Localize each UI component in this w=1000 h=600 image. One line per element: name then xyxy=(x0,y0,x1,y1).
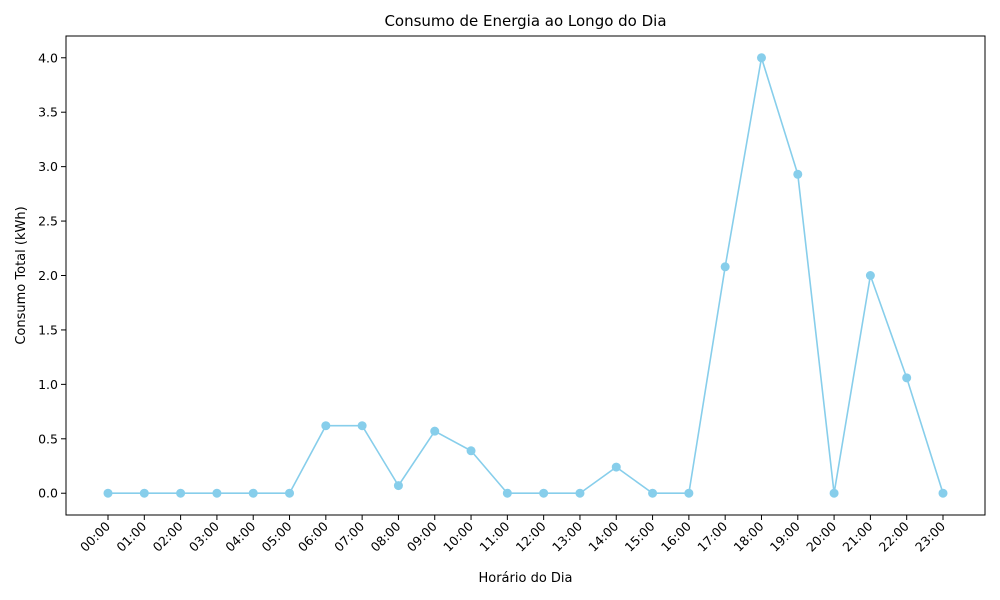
data-point xyxy=(539,488,549,498)
x-tick-label: 19:00 xyxy=(767,518,803,554)
y-tick-label: 3.5 xyxy=(38,105,58,120)
data-point xyxy=(357,421,367,431)
x-tick-label: 14:00 xyxy=(585,518,621,554)
data-point xyxy=(720,262,730,272)
data-point xyxy=(393,481,403,491)
chart-title: Consumo de Energia ao Longo do Dia xyxy=(384,12,666,30)
x-tick-label: 06:00 xyxy=(295,518,331,554)
x-tick-label: 04:00 xyxy=(222,518,258,554)
data-point xyxy=(938,488,948,498)
data-point xyxy=(212,488,222,498)
x-tick-label: 10:00 xyxy=(440,518,476,554)
x-tick-label: 12:00 xyxy=(513,518,549,554)
y-axis: 0.0 0.5 1.0 1.5 2.0 2.5 3.0 3.5 4.0 xyxy=(38,50,66,501)
x-tick-label: 17:00 xyxy=(694,518,730,554)
x-tick-label: 09:00 xyxy=(404,518,440,554)
x-tick-label: 01:00 xyxy=(113,518,149,554)
y-tick-label: 4.0 xyxy=(38,50,58,65)
series-line xyxy=(108,57,944,495)
y-tick-label: 3.0 xyxy=(38,159,58,174)
data-point xyxy=(648,488,658,498)
y-tick-label: 0.5 xyxy=(38,431,58,446)
data-point xyxy=(611,462,621,472)
data-point xyxy=(248,488,258,498)
x-tick-label: 16:00 xyxy=(658,518,694,554)
plot-area xyxy=(65,35,986,516)
data-point xyxy=(575,488,585,498)
x-tick-label: 13:00 xyxy=(549,518,585,554)
x-tick-label: 11:00 xyxy=(476,518,512,554)
y-tick-label: 0.0 xyxy=(38,486,58,501)
y-tick-label: 1.0 xyxy=(38,377,58,392)
x-axis: 00:00 01:00 02:00 03:00 04:00 05:00 06:00 07:00… xyxy=(77,515,948,555)
data-point xyxy=(829,488,839,498)
x-axis-label: Horário do Dia xyxy=(478,571,572,586)
y-axis-label: Consumo Total (kWh) xyxy=(14,206,29,344)
data-point xyxy=(865,271,875,280)
data-point xyxy=(793,169,803,179)
y-tick-label: 1.5 xyxy=(38,322,58,337)
data-point xyxy=(176,488,186,498)
data-point xyxy=(466,446,476,456)
y-tick-label: 2.0 xyxy=(38,268,58,283)
data-point xyxy=(103,488,113,498)
x-tick-label: 02:00 xyxy=(150,518,186,554)
x-tick-label: 08:00 xyxy=(367,518,403,554)
series-line-group xyxy=(103,53,948,498)
x-tick-label: 18:00 xyxy=(731,518,767,554)
data-point xyxy=(430,426,440,436)
data-point xyxy=(502,488,512,498)
x-tick-label: 07:00 xyxy=(331,518,367,554)
data-point xyxy=(902,373,912,383)
x-tick-label: 03:00 xyxy=(186,518,222,554)
x-tick-label: 21:00 xyxy=(839,518,875,554)
x-tick-label: 15:00 xyxy=(622,518,658,554)
x-tick-label: 20:00 xyxy=(803,518,839,554)
x-tick-label: 05:00 xyxy=(259,518,295,554)
data-point xyxy=(684,488,694,498)
data-point xyxy=(285,488,295,498)
data-point xyxy=(139,488,149,498)
x-tick-label: 23:00 xyxy=(912,518,948,554)
y-tick-label: 2.5 xyxy=(38,214,58,229)
data-point xyxy=(321,421,331,431)
x-tick-label: 00:00 xyxy=(77,518,113,554)
data-point xyxy=(756,53,766,63)
x-tick-label: 22:00 xyxy=(876,518,912,554)
